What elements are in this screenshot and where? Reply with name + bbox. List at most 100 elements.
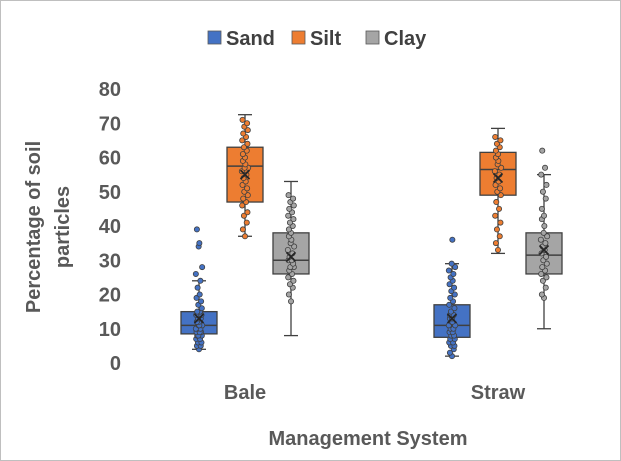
data-point <box>496 233 503 240</box>
data-point <box>492 133 499 140</box>
data-point <box>540 229 547 236</box>
data-point <box>491 168 498 175</box>
data-point <box>239 151 246 158</box>
box-clay-straw <box>525 147 563 330</box>
y-axis-title-line-2: particles <box>52 186 74 268</box>
data-point <box>445 267 452 274</box>
data-point <box>497 137 504 144</box>
data-point <box>244 120 251 127</box>
y-axis: 0 10 20 30 40 50 60 70 80 <box>99 79 121 375</box>
legend-swatch-sand <box>207 30 222 45</box>
legend-label-clay: Clay <box>384 28 427 50</box>
category-label-straw: Straw <box>471 382 526 404</box>
data-point <box>241 233 248 240</box>
data-point <box>541 212 548 219</box>
data-point <box>542 195 549 202</box>
data-point <box>239 202 246 209</box>
data-point <box>199 264 206 271</box>
legend-swatch-clay <box>365 30 380 45</box>
data-point <box>498 164 505 171</box>
data-point <box>286 281 293 288</box>
mean-marker-stroke-b <box>239 169 251 180</box>
data-point <box>542 284 549 291</box>
data-point <box>539 277 546 284</box>
y-tick-label-20: 20 <box>99 285 121 307</box>
data-point <box>543 260 550 267</box>
category-label-bale: Bale <box>224 382 266 404</box>
data-point <box>492 240 499 247</box>
mean-marker <box>239 169 251 180</box>
data-point <box>290 216 297 223</box>
data-point <box>538 171 545 178</box>
data-point <box>240 212 247 219</box>
data-point <box>193 226 200 233</box>
data-point <box>543 274 550 281</box>
mean-marker-stroke-b <box>285 251 297 262</box>
mean-marker <box>285 251 297 262</box>
data-point <box>451 284 458 291</box>
data-point <box>291 243 298 250</box>
data-point <box>492 212 499 219</box>
data-point <box>192 270 199 277</box>
data-point <box>239 116 246 123</box>
mean-marker-stroke-b <box>538 244 550 256</box>
data-point <box>539 188 546 195</box>
data-point <box>239 137 246 144</box>
x-axis: Bale Straw <box>224 382 526 404</box>
y-tick-label-30: 30 <box>99 250 121 272</box>
data-point <box>198 298 205 305</box>
box-clay-bale <box>272 180 310 337</box>
data-point <box>493 226 500 233</box>
data-point <box>240 130 247 137</box>
data-point <box>194 308 201 315</box>
legend-swatch-silt <box>291 30 306 45</box>
data-point <box>449 236 456 243</box>
data-point <box>497 219 504 226</box>
data-point <box>497 192 504 199</box>
y-tick-label-40: 40 <box>99 216 121 238</box>
data-point <box>492 147 499 154</box>
data-point <box>285 212 292 219</box>
data-point <box>544 233 551 240</box>
data-point <box>496 205 503 212</box>
data-point <box>452 264 459 271</box>
x-axis-title: Management System <box>269 428 468 450</box>
data-point <box>538 205 545 212</box>
box-sand-straw <box>433 236 471 360</box>
data-point <box>290 277 297 284</box>
data-point <box>287 298 294 305</box>
data-point <box>290 195 297 202</box>
data-point <box>537 236 544 243</box>
data-point <box>285 274 292 281</box>
mean-marker-stroke-b <box>492 172 504 184</box>
data-point <box>240 144 247 151</box>
data-point <box>243 219 250 226</box>
y-tick-label-50: 50 <box>99 182 121 204</box>
y-tick-label-0: 0 <box>110 353 121 375</box>
legend: Sand Silt Clay <box>207 28 427 50</box>
data-point <box>198 305 205 312</box>
data-point <box>196 291 203 298</box>
data-point <box>538 270 545 277</box>
data-point <box>286 205 293 212</box>
y-tick-label-70: 70 <box>99 113 121 135</box>
data-point <box>286 219 293 226</box>
data-point <box>290 202 297 209</box>
data-point <box>284 246 291 253</box>
data-point <box>244 209 251 216</box>
data-point <box>493 199 500 206</box>
data-point <box>451 305 458 312</box>
data-point <box>448 260 455 267</box>
mean-marker <box>538 244 550 256</box>
data-point <box>451 291 458 298</box>
plot-area <box>180 114 563 360</box>
legend-label-silt: Silt <box>310 28 341 50</box>
box-silt-bale <box>226 114 264 240</box>
data-point <box>244 192 251 199</box>
mean-marker <box>193 313 205 324</box>
data-point <box>447 308 454 315</box>
y-axis-title-line-1: Percentage of soil <box>23 141 45 313</box>
data-point <box>450 270 457 277</box>
box-silt-straw <box>479 127 517 255</box>
data-point <box>541 222 548 229</box>
